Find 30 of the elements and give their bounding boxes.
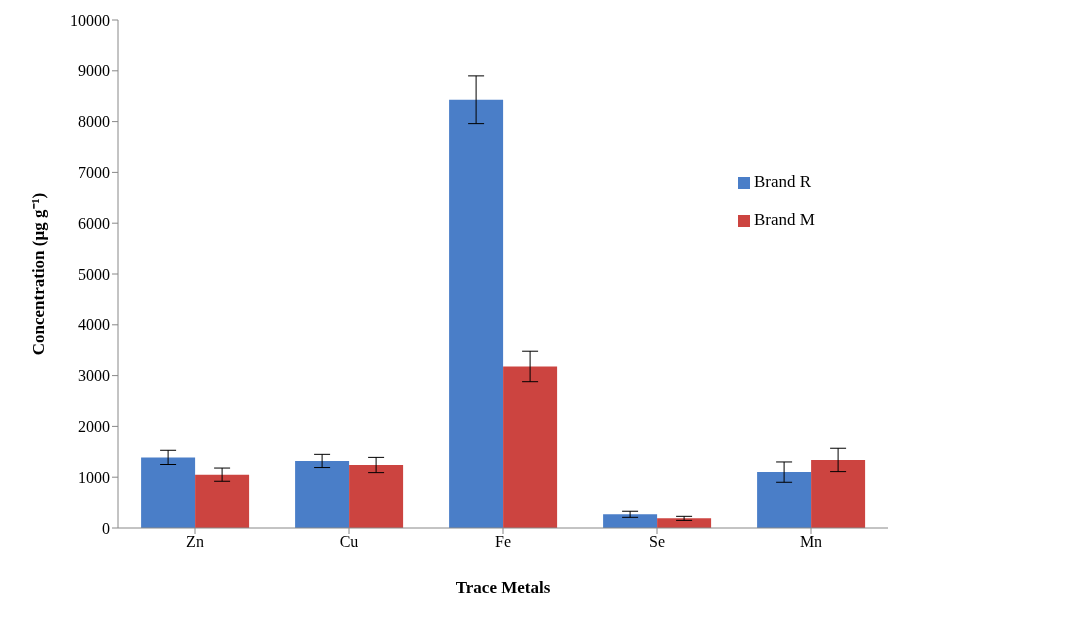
x-tick-label: Mn <box>799 533 823 551</box>
y-tick-label: 7000 <box>78 164 110 182</box>
bar <box>503 366 558 528</box>
x-axis-title: Trace Metals <box>455 578 551 597</box>
x-tick-label: Se <box>649 533 665 551</box>
y-tick-label: 5000 <box>78 265 110 283</box>
bar <box>603 514 658 528</box>
y-tick-label: 1000 <box>78 468 110 486</box>
bar <box>757 472 812 528</box>
bar <box>141 457 196 528</box>
y-tick-label: 4000 <box>78 316 110 334</box>
y-tick-label: 10000 <box>70 11 110 29</box>
bar <box>349 465 404 528</box>
legend-label: Brand R <box>754 172 812 191</box>
bar <box>295 460 350 528</box>
x-tick-label: Cu <box>339 533 359 551</box>
y-axis-title: Concentration (µg g⁻¹) <box>29 192 49 356</box>
x-tick-label: Fe <box>495 533 511 551</box>
y-tick-label: 6000 <box>78 214 110 232</box>
y-tick-label: 2000 <box>78 418 110 436</box>
legend-label: Brand M <box>754 210 815 229</box>
bar <box>811 459 866 528</box>
bar <box>657 518 712 528</box>
bar <box>195 474 250 528</box>
x-tick-label: Zn <box>186 533 204 551</box>
y-tick-label: 0 <box>102 519 110 537</box>
y-tick-label: 3000 <box>78 367 110 385</box>
bar <box>449 99 504 528</box>
y-tick-label: 9000 <box>78 62 110 80</box>
y-tick-label: 8000 <box>78 113 110 131</box>
